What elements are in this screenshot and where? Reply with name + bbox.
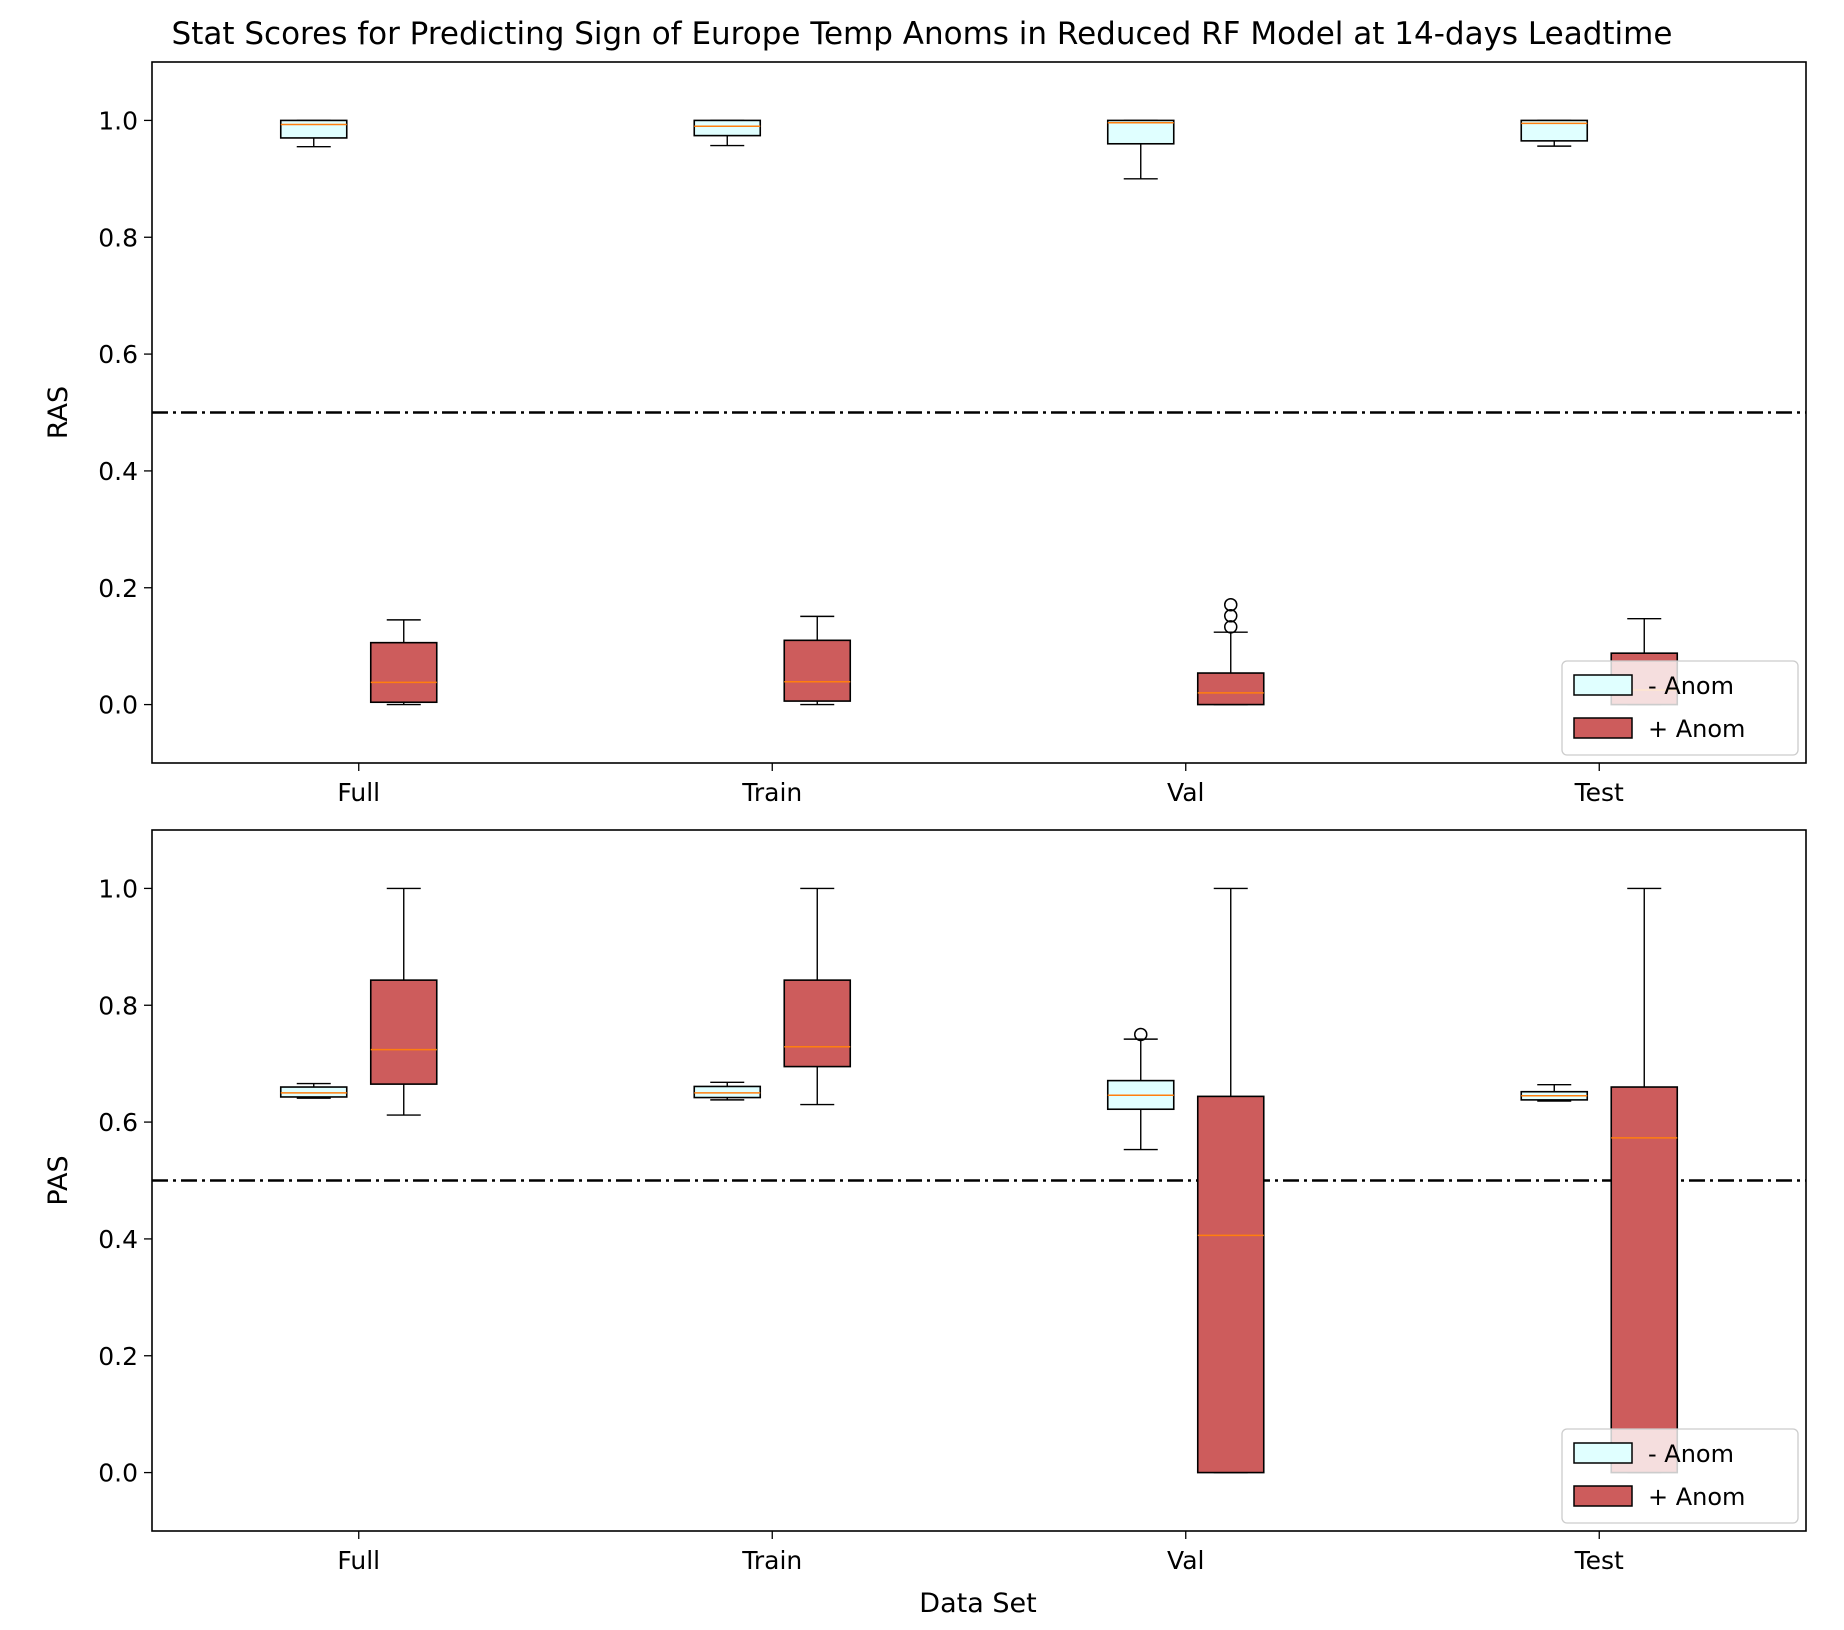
box-body: [279, 1086, 348, 1098]
legend-label-neg-anom: - Anom: [1648, 1440, 1734, 1468]
box-pos-anom-val: [1196, 887, 1265, 1474]
y-tick-label: 0.6: [98, 1108, 138, 1137]
y-axis-label: PAS: [43, 1155, 74, 1205]
x-tick-label: Test: [1574, 1546, 1624, 1575]
box-pos-anom-train: [783, 887, 852, 1106]
box-neg-anom-val: [1106, 1027, 1175, 1151]
x-tick-label: Full: [337, 778, 380, 807]
box-neg-anom-test: [1520, 119, 1589, 147]
legend-swatch-pos-anom: [1573, 717, 1633, 739]
box-pos-anom-full: [369, 619, 438, 706]
y-tick-label: 0.0: [98, 1459, 138, 1488]
box-neg-anom-val: [1106, 119, 1175, 180]
outlier-point: [1224, 609, 1238, 623]
legend-label-pos-anom: + Anom: [1648, 1483, 1745, 1511]
y-tick-label: 0.0: [98, 691, 138, 720]
outlier-point: [1134, 1027, 1148, 1042]
box-body: [279, 119, 348, 139]
box-neg-anom-test: [1520, 1083, 1589, 1102]
box-neg-anom-full: [279, 119, 348, 148]
legend: - Anom + Anom: [1561, 660, 1799, 756]
y-tick-label: 0.4: [98, 457, 138, 486]
box-pos-anom-full: [369, 887, 438, 1116]
legend-label-neg-anom: - Anom: [1648, 672, 1734, 700]
box-body: [693, 1085, 762, 1099]
box-body: [369, 641, 438, 704]
x-tick-label: Train: [741, 778, 802, 807]
x-tick-label: Val: [1167, 778, 1204, 807]
chart-title: Stat Scores for Predicting Sign of Europ…: [172, 16, 1673, 52]
outlier-point: [1224, 597, 1238, 612]
outlier-point: [1224, 620, 1238, 634]
legend-swatch-neg-anom: [1573, 674, 1633, 696]
y-tick-label: 0.2: [98, 1342, 138, 1371]
legend-swatch-pos-anom: [1573, 1485, 1633, 1507]
box-neg-anom-train: [693, 1081, 762, 1101]
x-tick-label: Train: [741, 1546, 802, 1575]
y-tick-label: 0.2: [98, 574, 138, 603]
box-body: [369, 979, 438, 1085]
plot-frame: [151, 61, 1807, 764]
legend-label-pos-anom: + Anom: [1648, 715, 1745, 743]
y-tick-label: 1.0: [98, 874, 138, 903]
plot-frame: [151, 829, 1807, 1532]
box-body: [1610, 1086, 1679, 1474]
box-body: [1106, 119, 1175, 145]
x-tick-label: Test: [1574, 778, 1624, 807]
box-neg-anom-train: [693, 119, 762, 147]
box-body: [693, 119, 762, 137]
y-tick-label: 0.6: [98, 340, 138, 369]
legend: - Anom + Anom: [1561, 1428, 1799, 1524]
box-body: [783, 639, 852, 702]
x-axis-label: Data Set: [919, 1588, 1036, 1619]
y-tick-label: 0.4: [98, 1225, 138, 1254]
y-tick-label: 1.0: [98, 106, 138, 135]
box-body: [783, 979, 852, 1068]
box-body: [1520, 119, 1589, 142]
panel-pas: 0.0 0.2 0.4 0.6 0.8 1.0 PAS Full Train Val Test - A…: [43, 829, 1807, 1575]
y-tick-label: 0.8: [98, 991, 138, 1020]
y-axis-label: RAS: [43, 386, 74, 439]
box-body: [1196, 672, 1265, 706]
legend-swatch-neg-anom: [1573, 1442, 1633, 1464]
box-pos-anom-val: [1196, 597, 1265, 706]
box-neg-anom-full: [279, 1082, 348, 1099]
box-pos-anom-train: [783, 615, 852, 706]
box-pos-anom-test: [1610, 887, 1679, 1474]
x-tick-label: Full: [337, 1546, 380, 1575]
box-body: [1196, 1095, 1265, 1474]
y-tick-label: 0.8: [98, 223, 138, 252]
x-tick-label: Val: [1167, 1546, 1204, 1575]
panel-ras: 0.0 0.2 0.4 0.6 0.8 1.0 RAS Full Train Val Test - A…: [43, 61, 1807, 807]
